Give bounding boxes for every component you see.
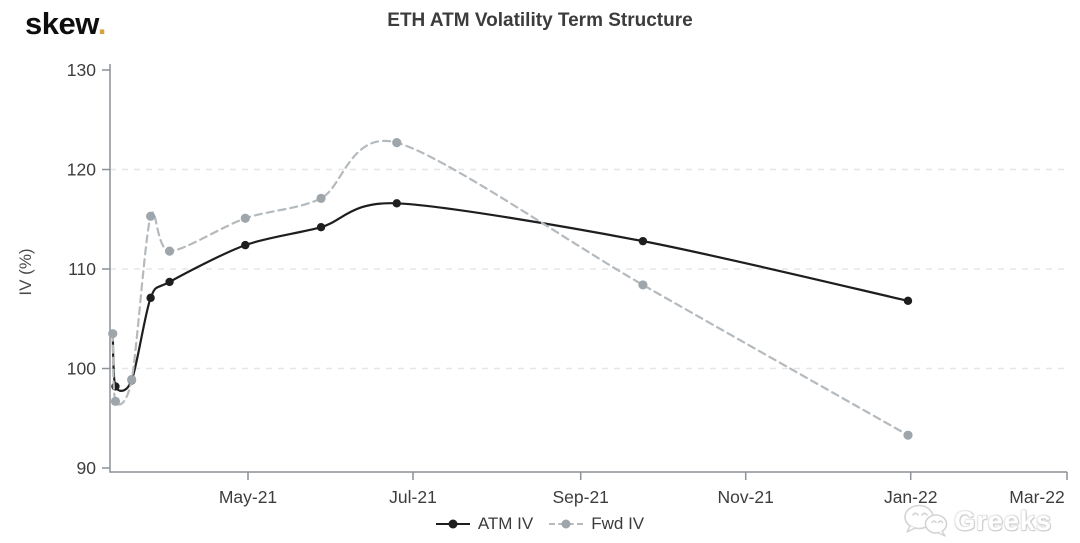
atm-iv-point-2021-09-24[interactable] — [638, 236, 648, 246]
fwd-iv-point-2021-03-12[interactable] — [108, 329, 118, 339]
skew-logo-text: skew — [25, 6, 98, 41]
y-tick-label-120: 120 — [67, 160, 96, 180]
fwd-iv-point-2021-05-28[interactable] — [316, 193, 326, 203]
fwd-iv-point-2021-03-13[interactable] — [110, 396, 121, 406]
atm-iv-point-2021-12-31[interactable] — [903, 296, 913, 306]
chart-legend: ATM IV Fwd IV — [0, 514, 1080, 534]
x-tick-label-Mar-22: Mar-22 — [1009, 487, 1064, 507]
y-axis-title: IV (%) — [16, 248, 35, 295]
x-tick-label-Sep-21: Sep-21 — [552, 487, 608, 507]
fwd-iv-point-2021-06-25[interactable] — [392, 138, 402, 148]
fwd-iv-point-2021-09-24[interactable] — [638, 280, 648, 290]
chart-title: ETH ATM Volatility Term Structure — [387, 10, 693, 31]
fwd-iv-point-2021-04-30[interactable] — [240, 213, 250, 223]
legend-label-fwd-iv: Fwd IV — [591, 514, 645, 533]
atm-iv-point-2021-03-26[interactable] — [146, 293, 155, 303]
x-tick-label-Nov-21: Nov-21 — [717, 487, 773, 507]
y-tick-label-100: 100 — [67, 359, 96, 379]
x-tick-label-May-21: May-21 — [219, 487, 277, 507]
y-tick-label-90: 90 — [77, 458, 97, 478]
atm-iv-point-2021-06-25[interactable] — [392, 199, 401, 208]
atm-iv-point-2021-04-30[interactable] — [241, 240, 250, 250]
y-tick-label-130: 130 — [67, 60, 96, 80]
legend-item-fwd-iv[interactable]: Fwd IV — [549, 514, 644, 534]
fwd-iv-point-2021-03-26[interactable] — [146, 211, 156, 221]
atm-iv-point-2021-04-02[interactable] — [165, 277, 174, 287]
x-tick-label-Jan-22: Jan-22 — [884, 487, 938, 507]
axis-spine — [109, 64, 1067, 473]
legend-item-atm-iv[interactable]: ATM IV — [435, 514, 534, 534]
fwd-iv-point-2021-04-02[interactable] — [164, 246, 175, 256]
skew-logo-dot: . — [97, 6, 107, 41]
fwd-iv-line — [111, 139, 910, 437]
fwd-iv-point-2021-12-31[interactable] — [903, 430, 913, 440]
atm-iv-point-2021-05-28[interactable] — [316, 223, 326, 232]
fwd-iv-legend-marker — [549, 518, 584, 530]
y-tick-label-110: 110 — [68, 259, 96, 279]
fwd-iv-point-2021-03-19[interactable] — [127, 374, 137, 385]
x-tick-label-Jul-21: Jul-21 — [389, 487, 437, 507]
legend-label-atm-iv: ATM IV — [477, 514, 534, 533]
skew-logo: skew. — [25, 6, 106, 42]
atm-iv-line — [111, 202, 910, 392]
atm-iv-point-2021-03-13[interactable] — [111, 382, 120, 391]
atm-iv-legend-marker — [435, 518, 470, 530]
